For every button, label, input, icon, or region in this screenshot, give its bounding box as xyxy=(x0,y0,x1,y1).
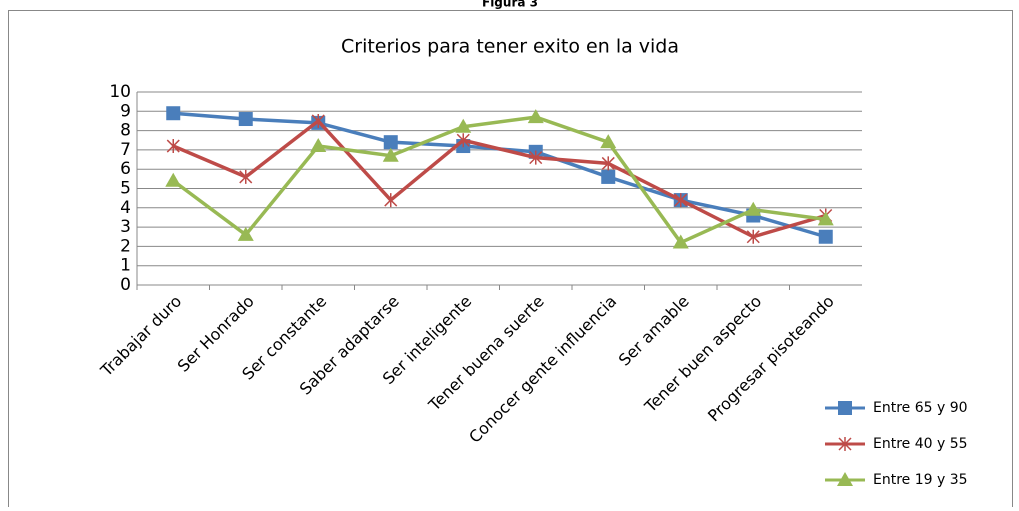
y-tick-label: 3 xyxy=(120,217,131,237)
marker xyxy=(166,139,180,154)
legend-label: Entre 40 y 55 xyxy=(873,436,968,452)
y-tick-label: 4 xyxy=(120,198,131,218)
marker xyxy=(456,133,470,148)
marker xyxy=(311,113,325,128)
marker xyxy=(165,172,182,187)
y-tick-label: 6 xyxy=(120,159,131,179)
y-tick-label: 0 xyxy=(120,275,131,295)
marker xyxy=(237,226,254,241)
y-tick-label: 1 xyxy=(120,256,131,276)
chart-title: Criterios para tener exito en la vida xyxy=(341,36,679,58)
marker xyxy=(746,229,760,244)
marker xyxy=(166,106,181,121)
marker xyxy=(382,147,399,162)
marker xyxy=(745,201,762,216)
marker xyxy=(383,135,398,150)
marker xyxy=(384,193,398,208)
chart-border xyxy=(8,10,1013,511)
legend-label: Entre 65 y 90 xyxy=(873,400,968,416)
marker xyxy=(239,169,253,184)
series-line xyxy=(172,115,826,245)
marker xyxy=(817,211,834,226)
y-tick-label: 9 xyxy=(120,101,131,121)
y-tick-label: 7 xyxy=(120,140,131,160)
marker xyxy=(672,234,689,249)
marker xyxy=(455,118,472,133)
marker xyxy=(837,472,853,486)
marker xyxy=(527,109,544,124)
caption: Figura 3 xyxy=(482,0,538,10)
marker xyxy=(238,112,253,127)
y-tick-label: 2 xyxy=(120,236,131,256)
marker xyxy=(529,150,543,165)
marker xyxy=(601,156,615,171)
y-tick-label: 5 xyxy=(120,179,131,199)
series-line xyxy=(172,119,827,239)
marker xyxy=(674,193,688,208)
marker xyxy=(818,229,833,244)
marker xyxy=(310,138,327,153)
y-tick-label: 8 xyxy=(120,121,131,141)
marker xyxy=(838,437,852,451)
marker xyxy=(600,134,617,149)
marker xyxy=(838,401,852,415)
y-tick-label: 10 xyxy=(109,82,131,102)
legend-label: Entre 19 y 35 xyxy=(873,472,968,488)
marker xyxy=(601,169,616,184)
